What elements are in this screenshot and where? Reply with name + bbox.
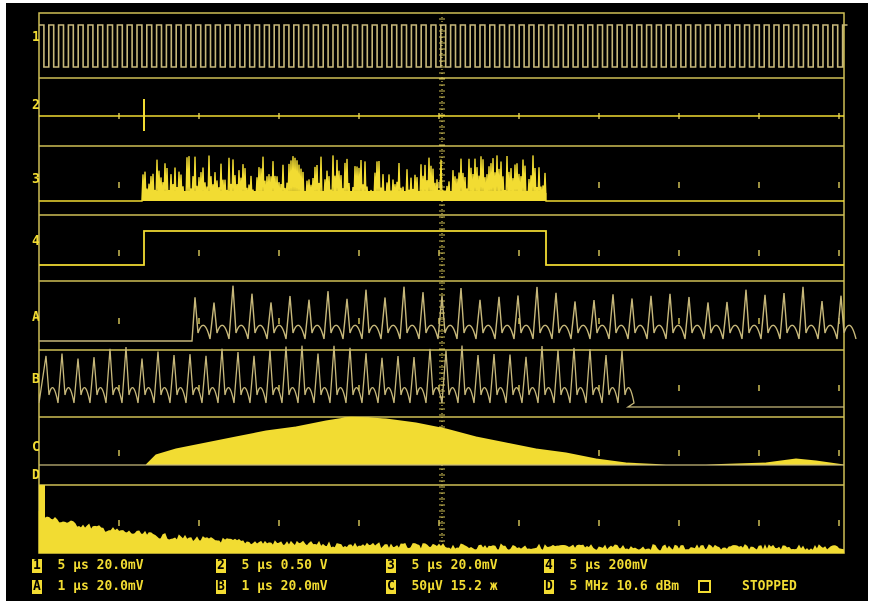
channel-label-mathD: D <box>32 468 40 483</box>
mathB-setting[interactable]: B 1 µs 20.0mV <box>216 579 328 594</box>
ch4-setting-text: 5 µs 200mV <box>569 558 648 573</box>
ch1-trace <box>39 24 848 68</box>
ch2-setting[interactable]: 2 5 µs 0.50 V <box>216 558 328 573</box>
ch3-badge: 3 <box>386 558 396 573</box>
graticule <box>38 12 845 554</box>
ch1-setting-text: 5 µs 20.0mV <box>57 558 144 573</box>
channel-label-mathB: B <box>32 372 40 387</box>
status-row-1: 1 5 µs 20.0mV 2 5 µs 0.50 V 3 5 µs 20.0m… <box>6 558 868 578</box>
mathA-badge: A <box>32 579 42 594</box>
ch2-badge: 2 <box>216 558 226 573</box>
mathA-setting-text: 1 µs 20.0mV <box>57 579 144 594</box>
waveform-traces <box>38 24 857 554</box>
waveform-display: 1 2 3 4 A B CD <box>32 12 857 554</box>
mathD-trace <box>38 511 845 554</box>
ch3-setting[interactable]: 3 5 µs 20.0mV <box>386 558 498 573</box>
acquire-box-icon[interactable] <box>698 579 711 594</box>
mathD-badge: D <box>544 579 554 594</box>
ch4-trace <box>39 230 844 266</box>
channel-label-mathC: C <box>32 440 40 455</box>
channel-label-ch2: 2 <box>32 98 40 113</box>
channel-label-ch3: 3 <box>32 172 40 187</box>
channel-label-ch4: 4 <box>32 234 40 249</box>
mathD-setting[interactable]: D 5 MHz 10.6 dBm <box>544 579 679 594</box>
mathD-setting-text: 5 MHz 10.6 dBm <box>569 579 680 594</box>
status-row-2: A 1 µs 20.0mV B 1 µs 20.0mV C 50µV 15.2 … <box>6 579 868 599</box>
mathB-trace <box>38 345 844 408</box>
ch4-badge: 4 <box>544 558 554 573</box>
ch1-setting[interactable]: 1 5 µs 20.0mV <box>32 558 144 573</box>
ch3-burst-fill <box>142 191 546 201</box>
channel-label-ch1: 1 <box>32 30 40 45</box>
mathA-trace <box>39 285 857 342</box>
mathC-setting-text: 50µV 15.2 ж <box>411 579 498 594</box>
ch3-setting-text: 5 µs 20.0mV <box>411 558 498 573</box>
channel-labels: 1 2 3 4 A B CD <box>32 30 40 483</box>
mathC-badge: C <box>386 579 396 594</box>
mathA-setting[interactable]: A 1 µs 20.0mV <box>32 579 144 594</box>
mathD-dc-peak <box>39 485 45 525</box>
ch2-setting-text: 5 µs 0.50 V <box>241 558 328 573</box>
channel-label-mathA: A <box>32 310 40 325</box>
mathC-setting[interactable]: C 50µV 15.2 ж <box>386 579 498 594</box>
ch1-badge: 1 <box>32 558 42 573</box>
ch4-setting[interactable]: 4 5 µs 200mV <box>544 558 648 573</box>
mathC-envelope <box>39 416 845 466</box>
mathB-setting-text: 1 µs 20.0mV <box>241 579 328 594</box>
mathB-badge: B <box>216 579 226 594</box>
acquisition-state: STOPPED <box>742 579 797 594</box>
